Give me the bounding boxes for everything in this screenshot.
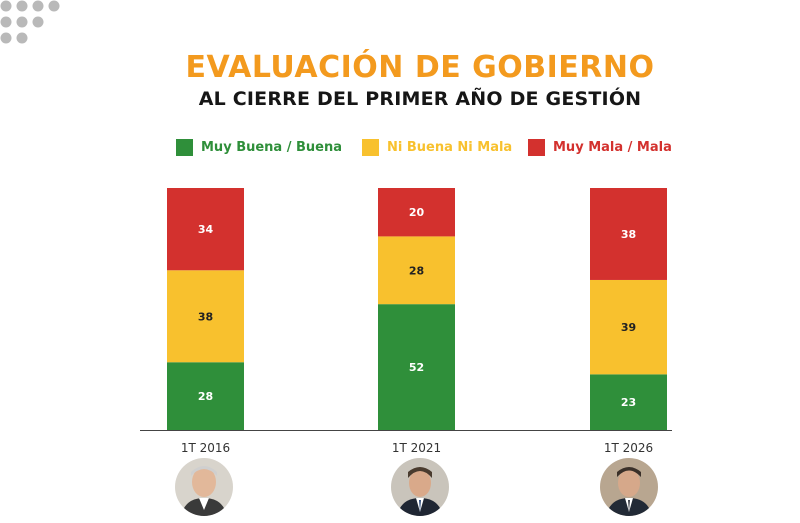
x-tick-label-3: 1T 2026 [604, 441, 653, 455]
data-label-1-2: 38 [198, 310, 213, 323]
president-2021-photo [391, 458, 449, 516]
data-label-3-1: 23 [621, 396, 636, 409]
bar-segment-2-2 [378, 236, 455, 305]
data-label-3-2: 39 [621, 321, 636, 334]
president-2016-photo [175, 458, 233, 516]
data-label-1-1: 28 [198, 390, 213, 403]
x-tick-label-1: 1T 2016 [181, 441, 230, 455]
legend-swatch-negative [528, 138, 545, 156]
data-label-2-3: 20 [409, 206, 425, 219]
data-label-3-3: 38 [621, 228, 636, 241]
bar-segment-1-1 [167, 362, 244, 430]
bar-segment-3-3 [590, 188, 667, 280]
legend-label-negative: Muy Mala / Mala [553, 139, 672, 155]
legend-swatch-positive [176, 138, 193, 156]
data-label-1-3: 34 [198, 223, 214, 236]
decorative-dots [0, 0, 60, 44]
bar-segment-3-2 [590, 279, 667, 375]
x-tick-label-2: 1T 2021 [392, 441, 441, 455]
bar-segment-2-1 [378, 304, 455, 430]
data-label-2-1: 52 [409, 361, 424, 374]
legend-label-positive: Muy Buena / Buena [201, 139, 343, 155]
bar-segment-3-1 [590, 374, 667, 430]
legend-swatch-neutral [362, 138, 379, 156]
chart-subtitle: AL CIERRE DEL PRIMER AÑO DE GESTIÓN [198, 88, 642, 110]
bar-segment-1-2 [167, 270, 244, 363]
legend-item-negative: Muy Mala / Mala [528, 137, 672, 157]
legend-item-neutral: Ni Buena Ni Mala [362, 137, 512, 157]
legend-label-neutral: Ni Buena Ni Mala [387, 139, 513, 155]
president-2026-photo [600, 458, 658, 516]
data-label-2-2: 28 [409, 264, 424, 277]
bar-segment-2-3 [378, 188, 455, 237]
legend-item-positive: Muy Buena / Buena [176, 137, 342, 157]
bar-segment-1-3 [167, 188, 244, 271]
chart-title: EVALUACIÓN DE GOBIERNO [185, 50, 655, 85]
